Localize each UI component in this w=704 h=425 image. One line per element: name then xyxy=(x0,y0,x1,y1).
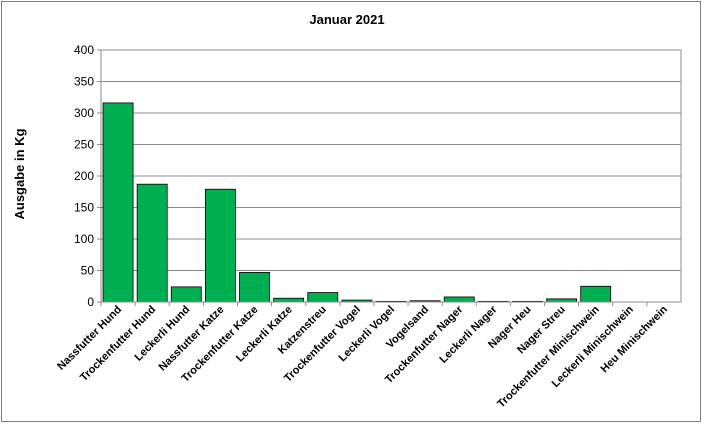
y-tick-label: 100 xyxy=(74,232,94,246)
y-tick-label: 250 xyxy=(74,138,94,152)
bar xyxy=(170,286,202,303)
bar xyxy=(307,292,339,303)
gridlines xyxy=(97,49,681,303)
bars xyxy=(100,102,648,306)
bar xyxy=(273,297,305,303)
y-tick-label: 200 xyxy=(74,169,94,183)
bar xyxy=(136,183,168,303)
bar xyxy=(239,271,270,303)
x-tick-label: Heu Minischwein xyxy=(598,303,670,375)
y-tick-label: 350 xyxy=(74,75,94,89)
y-tick-labels: 0 50 100 150 200 250 300 350 400 xyxy=(74,43,94,309)
y-tick-label: 300 xyxy=(74,106,94,120)
bar xyxy=(102,102,134,303)
bar xyxy=(443,296,475,303)
bar xyxy=(580,285,612,303)
y-tick-label: 150 xyxy=(74,201,94,215)
y-axis-label: Ausgabe in Kg xyxy=(12,128,27,219)
x-tick-label: Nassfutter Hund xyxy=(55,304,124,373)
y-tick-label: 0 xyxy=(87,295,94,309)
bar xyxy=(204,188,236,303)
y-tick-label: 50 xyxy=(81,264,95,278)
chart-title: Januar 2021 xyxy=(309,12,384,27)
plot-area xyxy=(100,49,682,303)
y-tick-label: 400 xyxy=(74,43,94,57)
